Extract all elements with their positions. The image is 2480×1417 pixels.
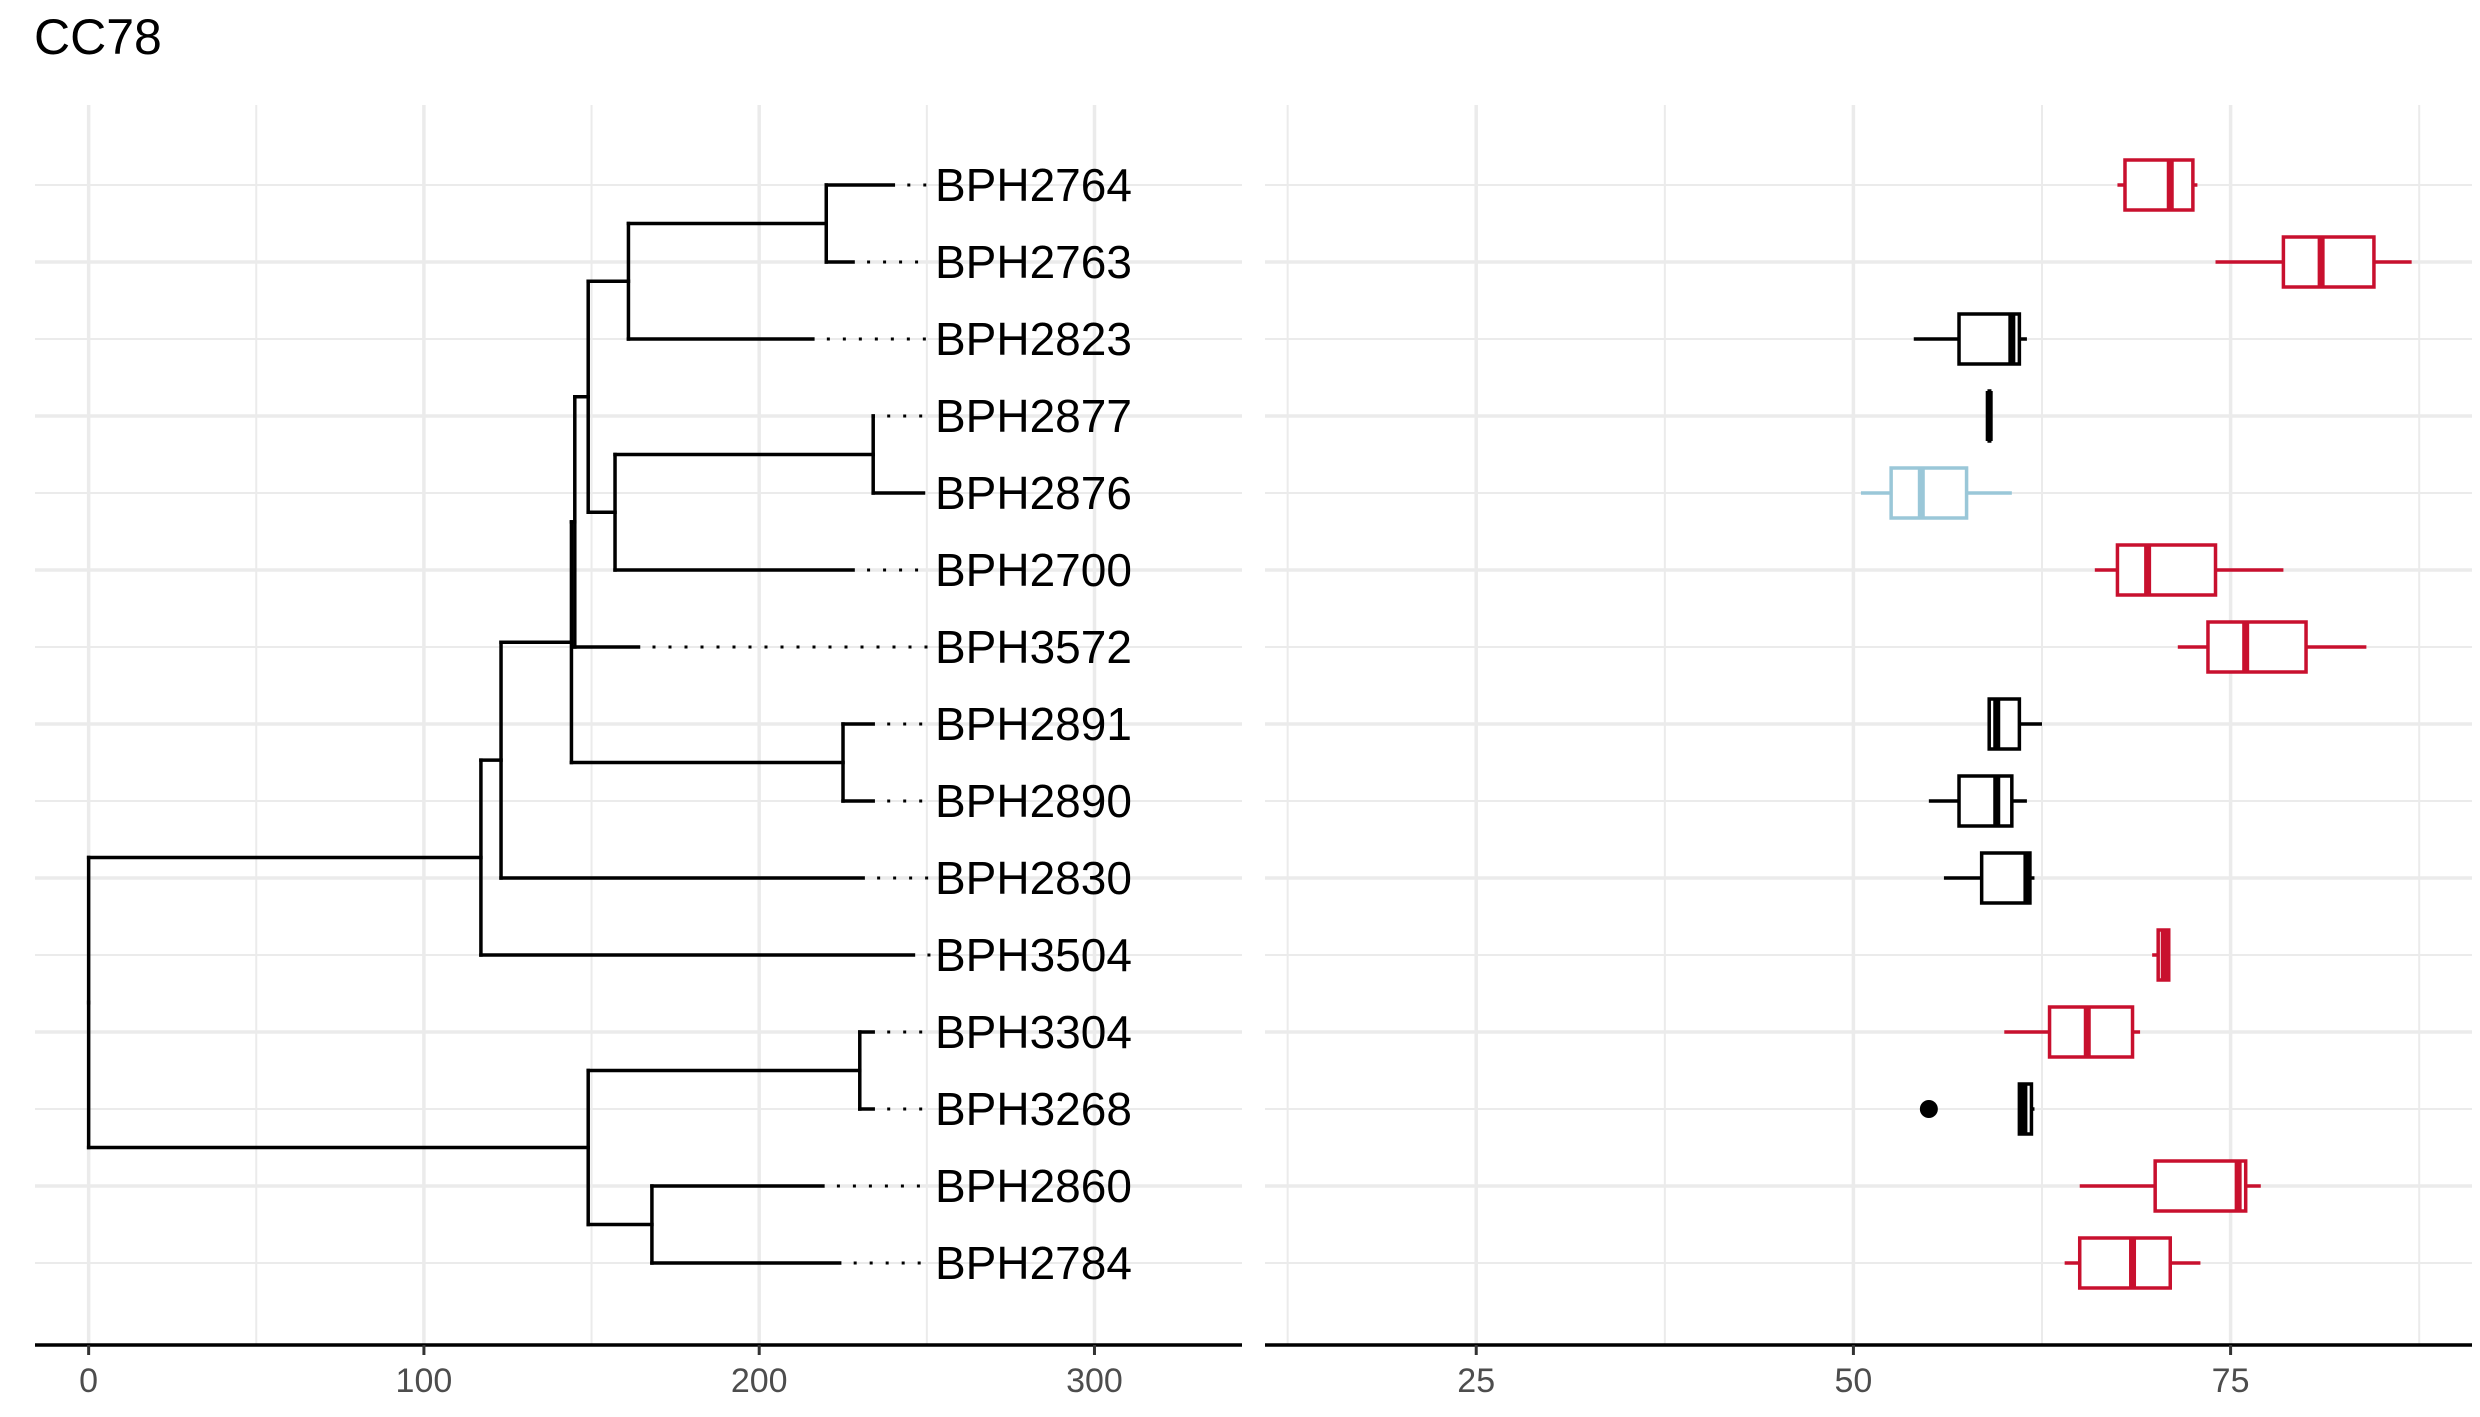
x-tick-label: 50 bbox=[1834, 1362, 1872, 1400]
box bbox=[1889, 466, 1969, 520]
boxplot-bph2823 bbox=[1913, 312, 2027, 366]
tree-branches bbox=[86, 183, 926, 1265]
boxplot-bph2876 bbox=[1860, 466, 2012, 520]
tip-label: BPH3304 bbox=[935, 1006, 1132, 1058]
box bbox=[2047, 1005, 2135, 1059]
tip-label: BPH2700 bbox=[935, 544, 1132, 596]
tip-label: BPH2860 bbox=[935, 1160, 1132, 1212]
boxplot-bph2860 bbox=[2079, 1159, 2261, 1213]
tip-label: BPH3572 bbox=[935, 621, 1132, 673]
tip-labels: BPH2764 BPH2763 BPH2823 BPH2877 BPH2876 BPH27… bbox=[935, 159, 1132, 1289]
boxplot-bph3268 bbox=[1919, 1082, 2035, 1136]
x-tick-label: 200 bbox=[731, 1362, 788, 1400]
x-tick-label: 100 bbox=[396, 1362, 453, 1400]
tip-label: BPH3268 bbox=[935, 1083, 1132, 1135]
x-tick-label: 300 bbox=[1066, 1362, 1123, 1400]
boxplot-bph3504 bbox=[2152, 928, 2171, 982]
tip-label: BPH2763 bbox=[935, 236, 1132, 288]
boxplot-x-ticks: 25 50 75 bbox=[1457, 1345, 2250, 1400]
x-tick-label: 75 bbox=[2212, 1362, 2250, 1400]
box bbox=[2115, 543, 2218, 597]
boxplot-bph2784 bbox=[2064, 1236, 2201, 1290]
chart-title: CC78 bbox=[34, 9, 162, 65]
outlier-point bbox=[1919, 1100, 1938, 1118]
box bbox=[1957, 774, 2014, 828]
boxplot-bph2877 bbox=[1985, 389, 1993, 443]
boxplot-gridlines bbox=[1265, 105, 2472, 1345]
box bbox=[2153, 1159, 2248, 1213]
tip-label: BPH2891 bbox=[935, 698, 1132, 750]
boxplot-bph3572 bbox=[2177, 620, 2367, 674]
box bbox=[2206, 620, 2308, 674]
boxplot-bph2763 bbox=[2215, 235, 2412, 289]
boxplot-panel: 25 50 75 bbox=[1265, 105, 2472, 1400]
tip-label: BPH2890 bbox=[935, 775, 1132, 827]
tip-label: BPH2823 bbox=[935, 313, 1132, 365]
boxplot-bph2700 bbox=[2094, 543, 2284, 597]
x-tick-label: 25 bbox=[1457, 1362, 1495, 1400]
box bbox=[2077, 1236, 2173, 1290]
boxplot-bph2891 bbox=[1987, 697, 2043, 751]
tree-panel: BPH2764 BPH2763 BPH2823 BPH2877 BPH2876 BPH27… bbox=[35, 105, 1242, 1400]
tip-label: BPH2784 bbox=[935, 1237, 1132, 1289]
boxplot-bph2890 bbox=[1928, 774, 2027, 828]
boxplot-bph2830 bbox=[1943, 851, 2035, 905]
tip-label: BPH3504 bbox=[935, 929, 1132, 981]
box bbox=[1979, 851, 2032, 905]
x-tick-label: 0 bbox=[79, 1362, 98, 1400]
tip-label: BPH2764 bbox=[935, 159, 1132, 211]
tree-x-ticks: 0 100 200 300 bbox=[79, 1345, 1123, 1400]
box bbox=[2123, 158, 2195, 212]
boxplot-bph2764 bbox=[2117, 158, 2198, 212]
tip-label: BPH2830 bbox=[935, 852, 1132, 904]
box bbox=[2281, 235, 2376, 289]
tip-label: BPH2877 bbox=[935, 390, 1132, 442]
tip-connectors bbox=[652, 183, 931, 1265]
boxplots bbox=[1860, 158, 2412, 1290]
tip-label: BPH2876 bbox=[935, 467, 1132, 519]
boxplot-bph3304 bbox=[2004, 1005, 2141, 1059]
